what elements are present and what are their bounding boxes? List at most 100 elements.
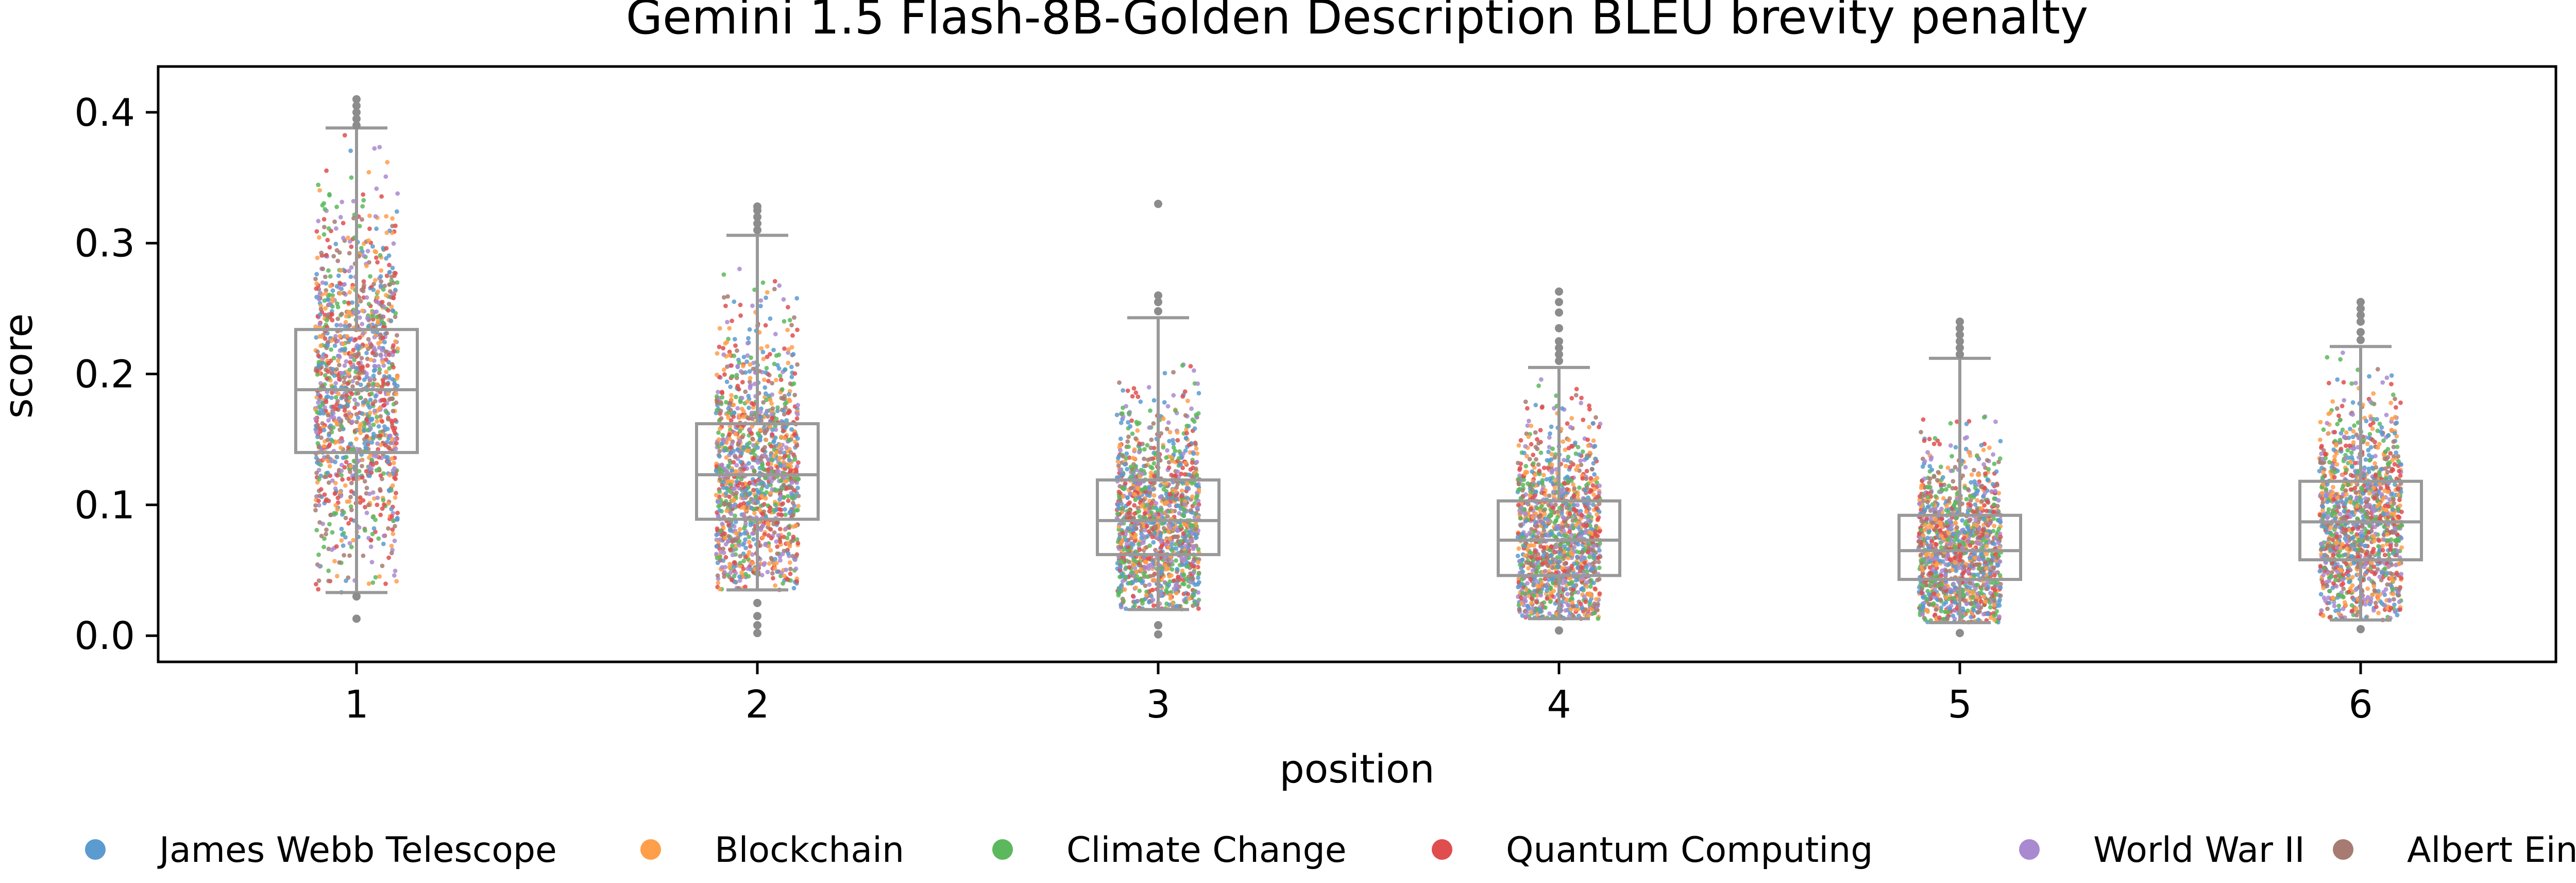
strip-point: [718, 528, 723, 534]
strip-point: [338, 268, 343, 273]
strip-point: [745, 415, 750, 420]
strip-point: [786, 347, 791, 352]
strip-point: [381, 304, 386, 309]
strip-point: [1115, 503, 1121, 507]
strip-point: [789, 323, 794, 328]
strip-point: [379, 268, 384, 273]
strip-point: [1531, 515, 1535, 520]
strip-point: [337, 416, 342, 422]
strip-point: [748, 362, 753, 367]
strip-point: [382, 424, 387, 429]
strip-point: [384, 246, 389, 251]
strip-point: [328, 512, 333, 518]
strip-point: [737, 360, 742, 365]
strip-point: [1126, 510, 1131, 515]
strip-point: [746, 336, 751, 341]
strip-point: [759, 346, 764, 351]
strip-point: [381, 497, 386, 503]
strip-point: [1129, 541, 1134, 546]
strip-point: [324, 474, 329, 479]
strip-point: [341, 530, 346, 536]
strip-point: [387, 366, 392, 371]
strip-point: [378, 434, 383, 438]
strip-point: [775, 363, 780, 368]
strip-point: [756, 477, 761, 482]
strip-point: [1134, 420, 1139, 425]
strip-point: [789, 345, 794, 349]
strip-point: [720, 469, 724, 473]
strip-point: [716, 430, 721, 435]
strip-point: [1122, 487, 1126, 491]
strip-point: [792, 371, 798, 376]
strip-point: [344, 578, 348, 584]
strip-point: [316, 458, 321, 463]
strip-point: [1123, 481, 1128, 486]
strip-point: [750, 531, 755, 536]
strip-point: [393, 524, 397, 529]
strip-point: [1125, 388, 1130, 393]
strip-point: [380, 563, 385, 569]
strip-point: [393, 426, 397, 431]
strip-point: [779, 512, 784, 518]
strip-point: [756, 460, 760, 465]
strip-point: [334, 544, 339, 549]
strip-point: [337, 362, 342, 368]
strip-point: [787, 531, 791, 537]
strip-point: [1167, 562, 1172, 567]
strip-point: [1536, 441, 1541, 446]
strip-point: [387, 446, 392, 451]
strip-point: [361, 289, 366, 294]
strip-point: [731, 414, 736, 419]
strip-point: [386, 391, 391, 396]
strip-point: [1167, 602, 1172, 607]
strip-point: [331, 415, 336, 420]
strip-point: [1116, 590, 1121, 595]
strip-point: [726, 415, 731, 420]
strip-point: [741, 505, 746, 510]
strip-point: [344, 460, 349, 464]
strip-point: [361, 253, 366, 258]
strip-point: [381, 336, 385, 340]
strip-point: [1149, 594, 1154, 599]
strip-point: [333, 395, 338, 400]
strip-point: [326, 226, 331, 231]
strip-point: [373, 394, 378, 399]
strip-point: [734, 394, 738, 399]
strip-point: [738, 303, 743, 307]
strip-point: [318, 290, 323, 295]
strip-point: [1594, 415, 1598, 420]
strip-point: [748, 523, 753, 527]
strip-point: [334, 248, 340, 253]
strip-point: [393, 288, 398, 292]
strip-point: [741, 567, 746, 572]
strip-point: [1130, 431, 1135, 436]
strip-point: [1196, 391, 1201, 396]
strip-point: [361, 553, 366, 558]
strip-point: [1596, 555, 1601, 560]
strip-point: [733, 343, 738, 348]
strip-point: [320, 360, 325, 365]
strip-point: [339, 538, 344, 543]
strip-point: [370, 490, 376, 495]
strip-point: [1563, 463, 1568, 469]
strip-point: [716, 504, 721, 509]
strip-point: [1553, 549, 1557, 555]
strip-point: [1162, 371, 1167, 376]
strip-point: [1520, 494, 1526, 498]
strip-point: [787, 392, 791, 397]
strip-point: [1117, 442, 1123, 447]
strip-point: [1569, 443, 1574, 448]
strip-point: [1146, 529, 1151, 534]
strip-point: [792, 432, 798, 437]
strip-point: [383, 455, 388, 459]
strip-point: [335, 305, 341, 310]
strip-point: [1196, 560, 1200, 565]
strip-point: [315, 410, 319, 415]
strip-point: [395, 191, 400, 196]
strip-point: [367, 473, 372, 478]
strip-point: [758, 304, 763, 309]
strip-point: [1519, 582, 1524, 587]
strip-point: [777, 456, 782, 461]
strip-point: [313, 276, 318, 281]
strip-point: [727, 432, 732, 437]
